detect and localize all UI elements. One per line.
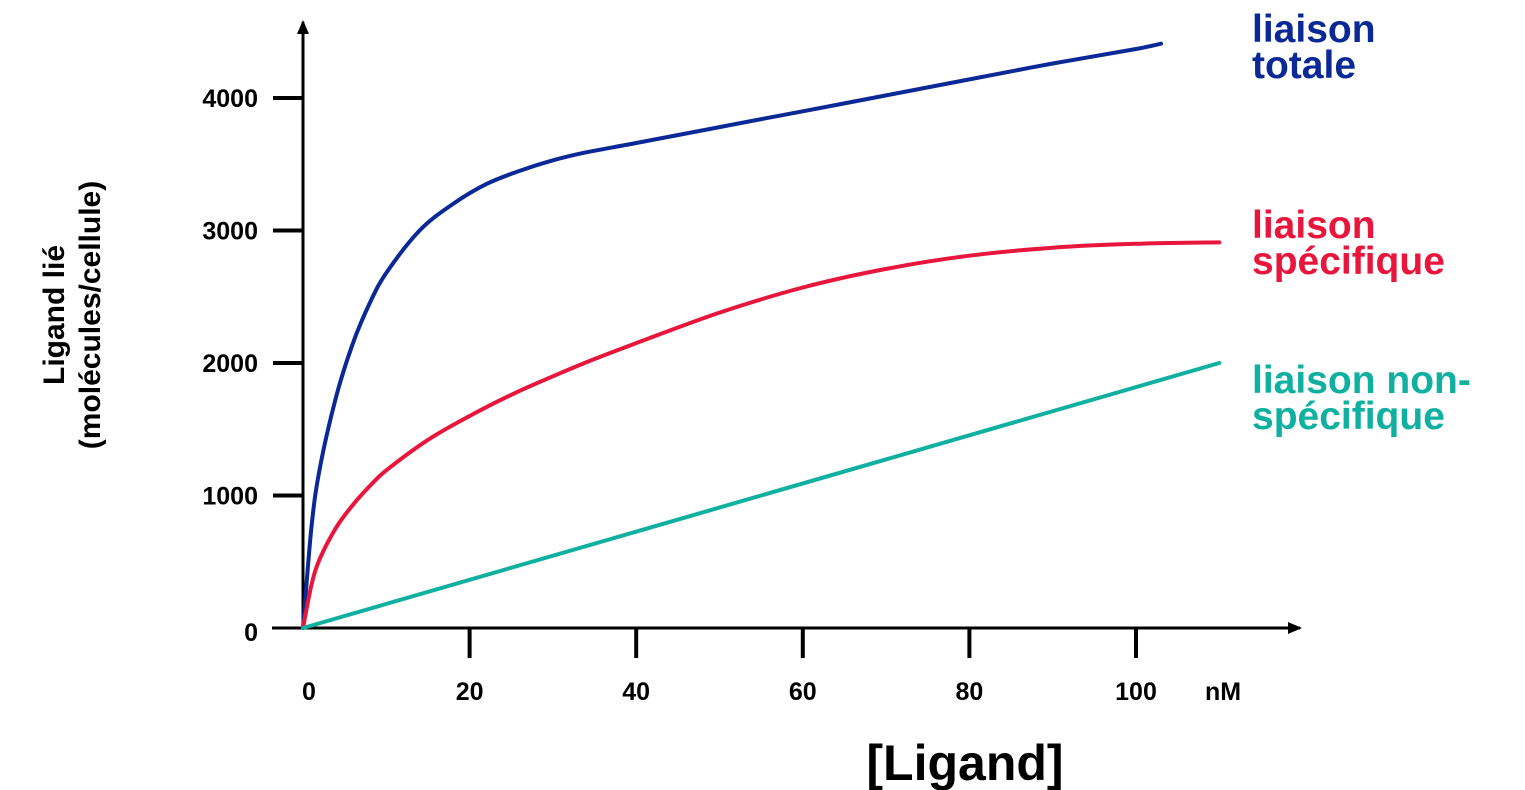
series-line-nonspecific [301, 361, 1222, 630]
series-label-total-line: totale [1252, 44, 1356, 87]
y-tick-label: 0 [244, 619, 258, 647]
x-tick-label: 100 [1115, 678, 1157, 706]
x-tick-label: 60 [789, 678, 817, 706]
x-tick-label: 40 [622, 678, 650, 706]
series-lines [301, 41, 1222, 630]
series-label-nonspecific-line: spécifique [1252, 395, 1445, 438]
series-label-nonspecific-line: liaison non- [1252, 359, 1471, 402]
x-tick-label: 20 [456, 678, 484, 706]
series-label-specific-line: spécifique [1252, 240, 1445, 283]
y-tick-label: 4000 [202, 85, 258, 113]
y-axis-title-line-1: Ligand lié [38, 245, 71, 385]
y-tick-label: 3000 [202, 218, 258, 246]
x-tick-label: 80 [955, 678, 983, 706]
y-tick-label: 1000 [202, 483, 258, 511]
y-axis-title-line-2: (molécules/cellule) [74, 181, 107, 449]
x-axis-title: [Ligand] [866, 735, 1063, 790]
ticks [273, 96, 1138, 658]
series-label-specific-line: liaison [1252, 204, 1376, 247]
series-label-nonspecific: liaison non-spécifique [1252, 359, 1471, 438]
y-axis-title: Ligand lié (molécules/cellule) [38, 181, 107, 449]
series-line-specific [301, 240, 1222, 630]
series-label-total-line: liaison [1252, 8, 1376, 51]
series-line-total [301, 41, 1163, 630]
x-tick-label: 0 [302, 678, 316, 706]
x-unit-label: nM [1205, 678, 1241, 706]
y-tick-label: 2000 [202, 350, 258, 378]
